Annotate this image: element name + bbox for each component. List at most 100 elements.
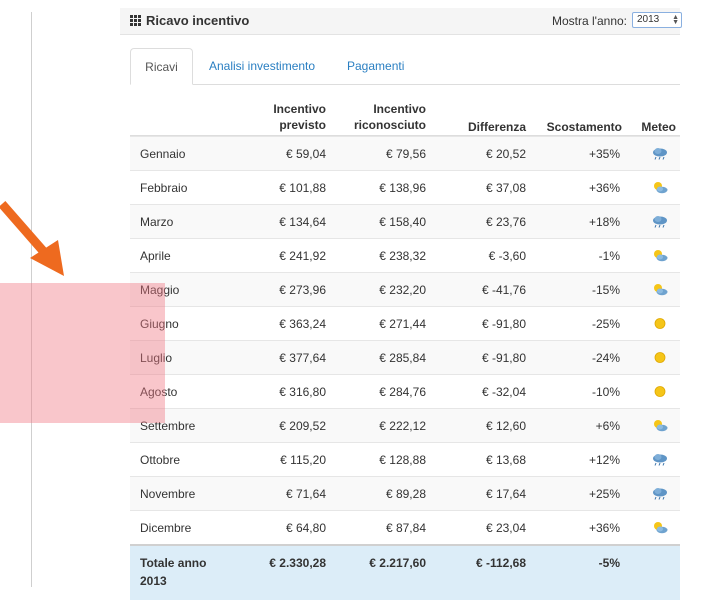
sun-icon (652, 317, 668, 330)
col-header-riconosciuto-line2: riconosciuto (353, 118, 426, 132)
col-header-previsto-line2: previsto (279, 118, 326, 132)
table-row: Aprile € 241,92 € 238,32 € -3,60 -1% (130, 238, 680, 272)
tab-analisi-investimento[interactable]: Analisi investimento (209, 59, 316, 73)
scostamento-cell: +35% (588, 147, 620, 161)
month-cell: Maggio (140, 283, 180, 297)
sun-cloud-icon (652, 181, 668, 194)
total-previsto: € 2.330,28 (269, 556, 326, 570)
table-row: Luglio € 377,64 € 285,84 € -91,80 -24% (130, 340, 680, 374)
previsto-cell: € 209,52 (279, 419, 326, 433)
differenza-cell: € 20,52 (485, 147, 526, 161)
scostamento-cell: -1% (598, 249, 620, 263)
scostamento-cell: -24% (591, 351, 620, 365)
differenza-cell: € -91,80 (481, 351, 526, 365)
previsto-cell: € 316,80 (279, 385, 326, 399)
year-select[interactable]: 2013 ▲ ▼ (632, 12, 682, 28)
riconosciuto-cell: € 285,84 (379, 351, 426, 365)
riconosciuto-cell: € 158,40 (379, 215, 426, 229)
riconosciuto-cell: € 284,76 (379, 385, 426, 399)
cloud-rain-icon (652, 147, 668, 160)
col-header-riconosciuto-line1: Incentivo (373, 102, 426, 116)
col-header-previsto: Incentivo previsto (250, 101, 326, 133)
differenza-cell: € 23,76 (485, 215, 526, 229)
table-row: Gennaio € 59,04 € 79,56 € 20,52 +35% (130, 136, 680, 170)
riconosciuto-cell: € 128,88 (379, 453, 426, 467)
total-differenza: € -112,68 (475, 556, 526, 570)
previsto-cell: € 241,92 (279, 249, 326, 263)
differenza-cell: € 23,04 (485, 521, 526, 535)
differenza-cell: € 12,60 (485, 419, 526, 433)
previsto-cell: € 101,88 (279, 181, 326, 195)
scostamento-cell: -25% (591, 317, 620, 331)
riconosciuto-cell: € 222,12 (379, 419, 426, 433)
previsto-cell: € 134,64 (279, 215, 326, 229)
scostamento-cell: +12% (588, 453, 620, 467)
tab-pagamenti[interactable]: Pagamenti (347, 59, 405, 73)
col-header-scostamento: Scostamento (546, 120, 622, 134)
select-arrows-icon: ▲ ▼ (672, 14, 679, 26)
month-cell: Ottobre (140, 453, 181, 467)
differenza-cell: € 13,68 (485, 453, 526, 467)
sun-icon (652, 351, 668, 364)
table-row: Febbraio € 101,88 € 138,96 € 37,08 +36% (130, 170, 680, 204)
year-select-value: 2013 (637, 14, 660, 25)
previsto-cell: € 59,04 (285, 147, 326, 161)
col-header-previsto-line1: Incentivo (273, 102, 326, 116)
month-cell: Novembre (140, 487, 196, 501)
differenza-cell: € 37,08 (485, 181, 526, 195)
previsto-cell: € 377,64 (279, 351, 326, 365)
cloud-rain-icon (652, 453, 668, 466)
sun-cloud-icon (652, 521, 668, 534)
table-row: Settembre € 209,52 € 222,12 € 12,60 +6% (130, 408, 680, 442)
col-header-differenza: Differenza (467, 120, 526, 134)
previsto-cell: € 273,96 (279, 283, 326, 297)
month-cell: Marzo (140, 215, 174, 229)
riconosciuto-cell: € 89,28 (385, 487, 426, 501)
highlight-overlay (0, 283, 165, 423)
differenza-cell: € -41,76 (481, 283, 526, 297)
differenza-cell: € -32,04 (481, 385, 526, 399)
col-header-meteo: Meteo (641, 120, 676, 134)
total-label: Totale anno (140, 556, 207, 570)
total-year: 2013 (140, 574, 167, 588)
month-cell: Dicembre (140, 521, 192, 535)
previsto-cell: € 71,64 (285, 487, 326, 501)
month-cell: Luglio (140, 351, 173, 365)
differenza-cell: € 17,64 (485, 487, 526, 501)
arrow-annotation-icon (0, 201, 64, 276)
year-label: Mostra l'anno: (552, 14, 627, 28)
scostamento-cell: +18% (588, 215, 620, 229)
panel-header: Ricavo incentivo Mostra l'anno: 2013 ▲ ▼ (120, 8, 682, 35)
month-cell: Agosto (140, 385, 178, 399)
riconosciuto-cell: € 138,96 (379, 181, 426, 195)
scostamento-cell: +6% (595, 419, 620, 433)
sun-icon (652, 385, 668, 398)
scostamento-cell: +36% (588, 521, 620, 535)
cloud-rain-icon (652, 215, 668, 228)
total-riconosciuto: € 2.217,60 (369, 556, 426, 570)
riconosciuto-cell: € 79,56 (385, 147, 426, 161)
riconosciuto-cell: € 238,32 (379, 249, 426, 263)
table-row: Ottobre € 115,20 € 128,88 € 13,68 +12% (130, 442, 680, 476)
total-row: Totale anno 2013 € 2.330,28 € 2.217,60 €… (130, 544, 680, 600)
panel-title: Ricavo incentivo (146, 13, 250, 28)
tab-ricavi[interactable]: Ricavi (130, 48, 193, 85)
scostamento-cell: +25% (588, 487, 620, 501)
previsto-cell: € 115,20 (280, 453, 326, 467)
scostamento-cell: -10% (591, 385, 620, 399)
table-row: Novembre € 71,64 € 89,28 € 17,64 +25% (130, 476, 680, 510)
riconosciuto-cell: € 87,84 (385, 521, 426, 535)
sun-cloud-icon (652, 249, 668, 262)
scostamento-cell: -15% (591, 283, 620, 297)
tab-bar: Ricavi Analisi investimento Pagamenti (130, 48, 680, 85)
previsto-cell: € 363,24 (279, 317, 326, 331)
total-scostamento: -5% (598, 556, 620, 570)
col-header-riconosciuto: Incentivo riconosciuto (340, 101, 426, 133)
left-divider-line (31, 12, 32, 587)
month-cell: Gennaio (140, 147, 186, 161)
table-row: Agosto € 316,80 € 284,76 € -32,04 -10% (130, 374, 680, 408)
month-cell: Settembre (140, 419, 196, 433)
differenza-cell: € -91,80 (481, 317, 526, 331)
table-row: Marzo € 134,64 € 158,40 € 23,76 +18% (130, 204, 680, 238)
sun-cloud-icon (652, 419, 668, 432)
